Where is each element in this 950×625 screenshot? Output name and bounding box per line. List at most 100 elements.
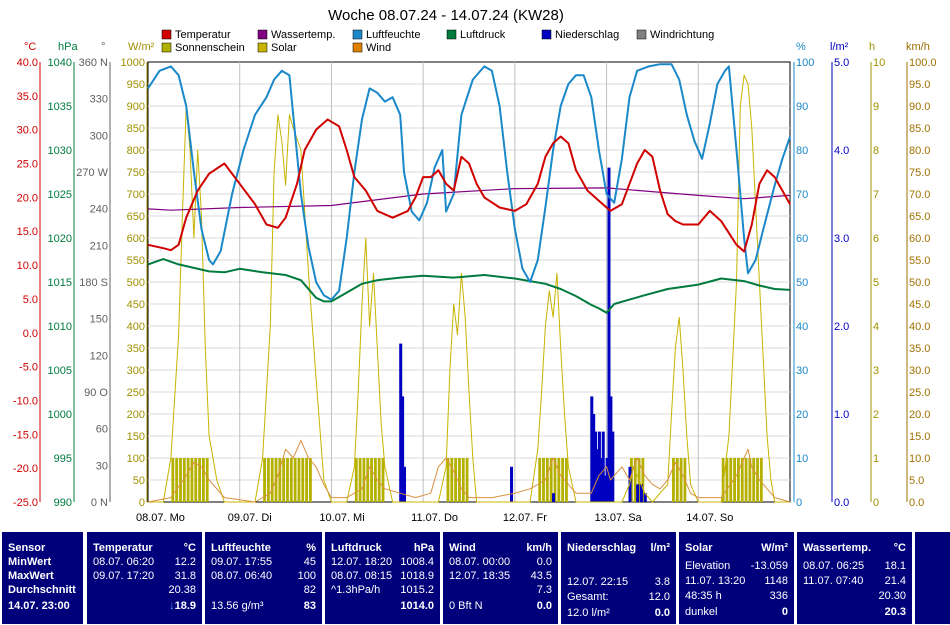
temperatur-max: 31.8 — [174, 570, 196, 582]
legend-label: Solar — [271, 42, 297, 54]
rain-bar — [552, 493, 556, 502]
sunshine-bar — [679, 458, 683, 502]
sunshine-bar — [373, 458, 377, 502]
solar-current: 0 — [781, 606, 788, 618]
sunshine-bar — [721, 458, 725, 502]
rain-bar — [603, 475, 607, 502]
sun-tick-label: 0 — [873, 497, 879, 509]
niederschlag-total-label: Gesamt: — [567, 591, 609, 603]
solar-tick-label: 150 — [127, 431, 145, 443]
x-day-label: 09.07. Di — [228, 512, 272, 524]
luftdruck-max-time: 08.07. 08:15 — [331, 570, 393, 582]
humidity-tick-label: 100 — [796, 57, 814, 69]
rain-bar — [597, 431, 601, 502]
sunshine-bar — [366, 458, 370, 502]
humidity-tick-label: 80 — [796, 145, 808, 157]
sun-tick-label: 6 — [873, 233, 879, 245]
rain-bar — [599, 458, 603, 502]
wind-tick-label: 70.0 — [909, 189, 930, 201]
luftfeuchte-max: 100 — [297, 570, 316, 582]
humidity-tick-label: 30 — [796, 365, 808, 377]
luftdruck-min-time: 12.07. 18:20 — [331, 556, 393, 568]
temp-tick-label: 5.0 — [23, 294, 38, 306]
sunshine-bar — [190, 458, 194, 502]
wassertemp-avg: 20.30 — [878, 590, 906, 602]
pressure-tick-label: 1040 — [48, 57, 72, 69]
sunshine-bar — [202, 458, 205, 502]
solar-column: Solar W/m² Elevation -13.059 11.07. 13:20 1… — [679, 532, 794, 624]
solar-tick-label: 450 — [127, 299, 145, 311]
temperatur-max-time: 09.07. 17:20 — [93, 570, 155, 582]
wind-tick-label: 90.0 — [909, 101, 930, 113]
weather-chart: Woche 08.07.24 - 14.07.24 (KW28) Tempera… — [13, 7, 937, 524]
sunshine-bar — [309, 458, 312, 502]
wassertemp-min: 18.1 — [884, 560, 906, 572]
rain-bar — [399, 343, 403, 502]
sunshine-bar — [354, 458, 358, 502]
temp-tick-label: 0.0 — [23, 328, 38, 340]
solar-tick-label: 500 — [127, 277, 145, 289]
winddir-tick-label: 60 — [96, 424, 108, 436]
wind-tick-label: 75.0 — [909, 167, 930, 179]
legend-label: Temperatur — [175, 29, 231, 41]
wind-min: 0.0 — [536, 556, 552, 568]
sunshine-bar — [553, 458, 557, 502]
grid — [148, 62, 790, 502]
axis-unit-labels: °C hPa ° W/m²% l/m² h km/h — [24, 41, 930, 53]
luftdruck-trend: ^1.3hPa/h — [331, 584, 381, 596]
sunshine-bar — [278, 458, 282, 502]
solar-unit: W/m² — [761, 542, 788, 554]
legend-swatch — [541, 29, 552, 40]
temperatur-unit: °C — [183, 542, 196, 554]
rain-bar — [609, 396, 613, 502]
wind-tick-label: 15.0 — [909, 431, 930, 443]
winddir-tick-label: 90 O — [84, 387, 108, 399]
rain-bar — [510, 466, 514, 502]
winddir-tick-label: 150 — [90, 314, 108, 326]
legend-swatch — [636, 29, 647, 40]
temperatur-line — [147, 118, 791, 253]
humidity-tick-label: 20 — [796, 409, 808, 421]
rain-bar — [401, 396, 405, 502]
sunshine-bar — [263, 458, 266, 502]
humidity-tick-label: 40 — [796, 321, 808, 333]
humidity-tick-label: 90 — [796, 101, 808, 113]
sunshine-bar — [740, 458, 744, 502]
solar-max-time: 11.07. 13:20 — [685, 575, 746, 587]
luftdruck-column: Luftdruck hPa 12.07. 18:20 1008.4 08.07. 0… — [325, 532, 440, 624]
durchschnitt-label: Durchschnitt — [8, 584, 76, 596]
winddir-tick-label: 330 — [90, 94, 108, 106]
rain-bar — [590, 396, 594, 502]
current-time-label: 14.07. 23:00 — [8, 600, 70, 612]
luftfeuchte-max-time: 08.07. 06:40 — [211, 570, 273, 582]
wassertemp-unit: °C — [893, 542, 906, 554]
temp-tick-label: 15.0 — [17, 226, 38, 238]
rain-unit-label: l/m² — [830, 41, 849, 53]
temperatur-trend-icon: ↓ — [169, 600, 175, 612]
pressure-tick-label: 1030 — [48, 145, 72, 157]
solar-tick-label: 750 — [127, 167, 145, 179]
sun-tick-label: 2 — [873, 409, 879, 421]
temp-tick-label: -20.0 — [13, 463, 38, 475]
sunshine-bar — [672, 458, 675, 502]
winddir-tick-label: 240 — [90, 204, 108, 216]
sunshine-bar — [759, 458, 763, 502]
pressure-tick-label: 990 — [54, 497, 72, 509]
solar-tick-label: 0 — [139, 497, 145, 509]
sunshine-bar — [549, 458, 553, 502]
sunshine-bar — [675, 458, 679, 502]
wind-max: 43.5 — [530, 570, 552, 582]
wind-tick-label: 95.0 — [909, 79, 930, 91]
sun-tick-label: 3 — [873, 365, 879, 377]
temp-tick-label: -25.0 — [13, 497, 38, 509]
wind-tick-label: 80.0 — [909, 145, 930, 157]
wassertemp-min-time: 08.07. 06:25 — [803, 560, 865, 572]
winddir-tick-label: 0 N — [91, 497, 108, 509]
x-day-label: 08.07. Mo — [136, 512, 185, 524]
wind-tick-label: 60.0 — [909, 233, 930, 245]
sunshine-bar — [725, 458, 729, 502]
winddir-tick-label: 120 — [90, 350, 108, 362]
x-axis-labels: 08.07. Mo 09.07. Di 10.07. Mi 11.07. Do 12.0… — [136, 512, 733, 524]
wind-tick-label: 20.0 — [909, 409, 930, 421]
sunshine-bar — [454, 458, 458, 502]
